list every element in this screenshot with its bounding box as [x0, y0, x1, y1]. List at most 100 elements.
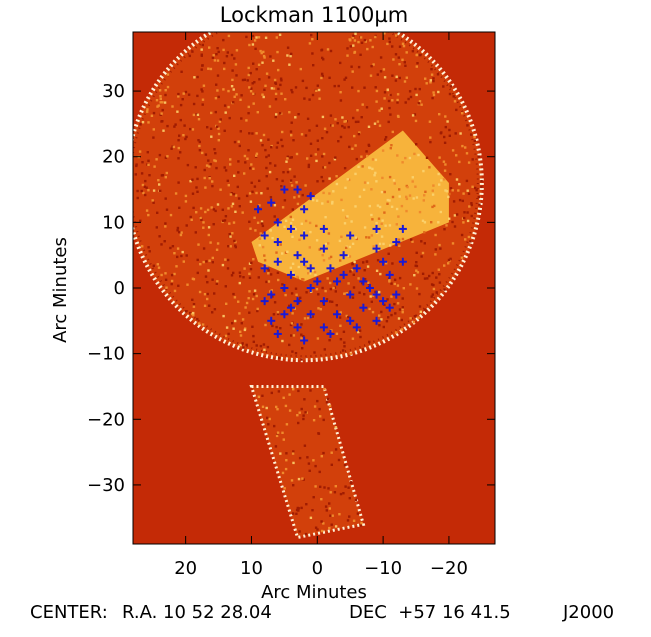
speckle-pixel: [432, 91, 435, 94]
speckle-pixel: [304, 134, 308, 137]
speckle-pixel: [322, 152, 326, 156]
speckle-pixel: [297, 389, 300, 393]
speckle-pixel: [464, 238, 467, 241]
speckle-pixel: [334, 426, 338, 429]
speckle-pixel: [281, 283, 284, 286]
speckle-pixel: [401, 161, 404, 164]
speckle-pixel: [248, 220, 251, 223]
speckle-pixel: [463, 211, 466, 214]
speckle-pixel: [227, 34, 231, 38]
speckle-pixel: [211, 256, 214, 260]
speckle-pixel: [200, 88, 203, 91]
speckle-pixel: [346, 178, 349, 181]
speckle-pixel: [308, 129, 311, 132]
speckle-pixel: [415, 53, 418, 57]
speckle-pixel: [452, 95, 455, 98]
speckle-pixel: [238, 312, 241, 315]
speckle-pixel: [434, 253, 437, 256]
source-marker: [359, 277, 368, 286]
speckle-pixel: [316, 399, 319, 403]
speckle-pixel: [457, 189, 460, 192]
speckle-pixel: [226, 267, 230, 270]
speckle-pixel: [386, 42, 389, 46]
speckle-pixel: [249, 71, 252, 75]
speckle-pixel: [276, 431, 280, 434]
speckle-pixel: [374, 290, 377, 294]
source-marker: [379, 257, 388, 266]
speckle-pixel: [231, 69, 234, 72]
speckle-pixel: [380, 107, 383, 110]
speckle-pixel: [202, 84, 206, 87]
speckle-pixel: [297, 113, 300, 116]
speckle-pixel: [308, 246, 311, 249]
speckle-pixel: [348, 145, 351, 149]
speckle-pixel: [324, 216, 327, 219]
speckle-pixel: [437, 221, 440, 224]
speckle-pixel: [263, 259, 267, 262]
speckle-pixel: [222, 38, 225, 42]
speckle-pixel: [350, 65, 353, 68]
speckle-pixel: [295, 512, 298, 515]
speckle-pixel: [460, 256, 464, 259]
speckle-pixel: [470, 202, 473, 205]
speckle-pixel: [461, 112, 464, 115]
speckle-pixel: [157, 266, 161, 269]
speckle-pixel: [352, 34, 355, 37]
speckle-pixel: [261, 144, 264, 147]
speckle-pixel: [443, 228, 446, 231]
speckle-pixel: [447, 195, 450, 199]
speckle-pixel: [269, 55, 272, 58]
speckle-pixel: [304, 219, 308, 223]
speckle-pixel: [374, 171, 377, 175]
speckle-pixel: [328, 177, 331, 180]
speckle-pixel: [239, 275, 242, 278]
source-marker: [280, 185, 289, 194]
speckle-pixel: [176, 226, 180, 230]
speckle-pixel: [334, 156, 337, 159]
speckle-pixel: [217, 132, 221, 136]
speckle-pixel: [298, 456, 302, 460]
speckle-pixel: [449, 85, 453, 88]
speckle-pixel: [398, 195, 401, 198]
speckle-pixel: [249, 227, 252, 230]
speckle-pixel: [275, 113, 278, 116]
speckle-pixel: [292, 139, 295, 142]
speckle-pixel: [376, 120, 380, 123]
speckle-pixel: [278, 33, 282, 36]
speckle-pixel: [276, 408, 279, 411]
speckle-pixel: [324, 505, 328, 508]
speckle-pixel: [386, 88, 389, 91]
speckle-pixel: [303, 398, 306, 401]
speckle-pixel: [321, 56, 324, 60]
speckle-pixel: [416, 271, 420, 274]
speckle-pixel: [247, 149, 250, 152]
speckle-pixel: [176, 110, 179, 113]
source-marker: [260, 231, 269, 240]
speckle-pixel: [328, 300, 332, 303]
speckle-pixel: [245, 301, 249, 305]
x-tick-label: −20: [430, 558, 468, 579]
speckle-pixel: [243, 154, 247, 158]
speckle-pixel: [300, 337, 303, 340]
speckle-pixel: [350, 268, 354, 272]
speckle-pixel: [257, 395, 261, 398]
source-marker: [273, 218, 282, 227]
speckle-pixel: [361, 281, 364, 285]
speckle-pixel: [249, 167, 252, 170]
speckle-pixel: [349, 270, 352, 273]
speckle-pixel: [409, 283, 412, 286]
speckle-pixel: [389, 244, 392, 247]
speckle-pixel: [196, 177, 199, 181]
speckle-pixel: [271, 237, 274, 240]
speckle-pixel: [286, 46, 290, 49]
speckle-pixel: [300, 358, 303, 361]
speckle-pixel: [351, 86, 354, 89]
speckle-pixel: [255, 154, 258, 157]
speckle-pixel: [147, 159, 150, 162]
speckle-pixel: [266, 416, 269, 420]
speckle-pixel: [333, 158, 337, 161]
speckle-pixel: [208, 46, 211, 49]
speckle-pixel: [463, 216, 466, 220]
speckle-pixel: [256, 221, 260, 224]
speckle-pixel: [448, 128, 451, 132]
